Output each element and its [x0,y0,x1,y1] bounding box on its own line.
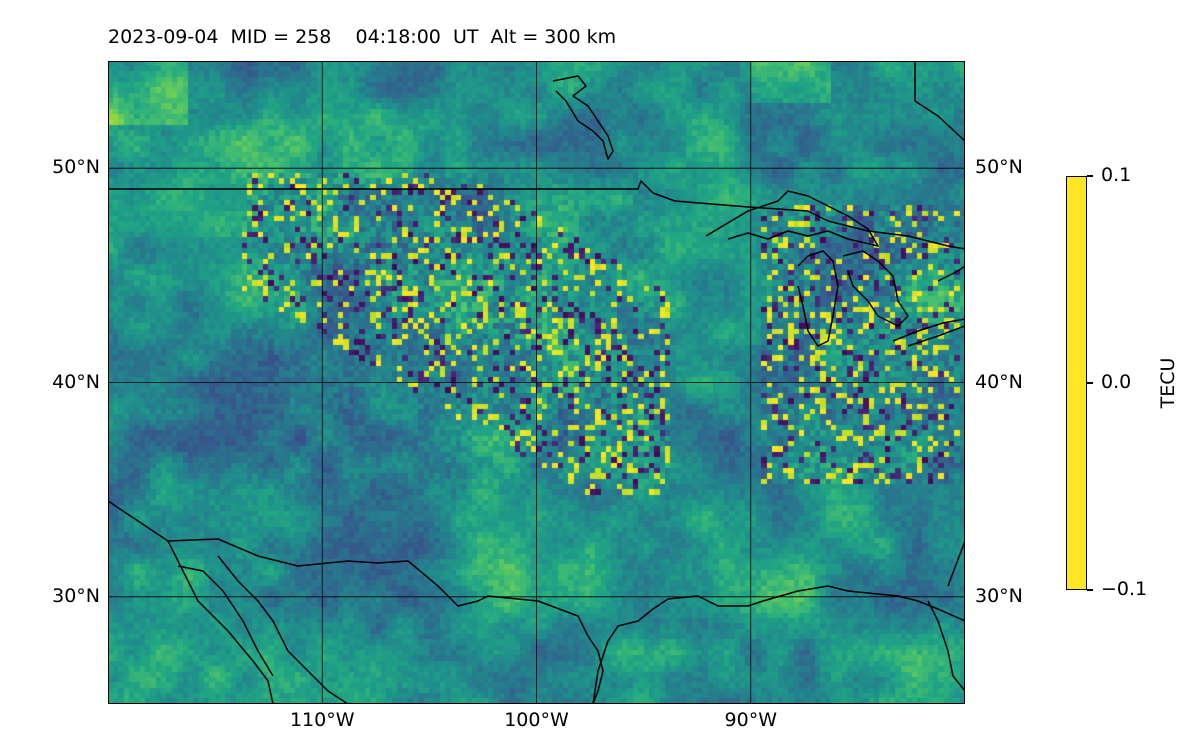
lon-label-100w: 100°W [504,709,569,731]
lake-superior [705,190,879,247]
lon-label-110w: 110°W [289,709,355,731]
coastline-florida [927,600,965,692]
lat-label-right-30: 30°N [975,584,1023,607]
lat-label-left-30: 30°N [52,584,100,607]
border-us-mexico [108,500,604,704]
coastline-hudson [552,75,614,160]
lake-erie [892,318,965,347]
lat-label-right-40: 40°N [975,370,1023,393]
colorbar [1066,176,1087,590]
coastlines [108,61,965,704]
gridlines [108,61,965,704]
map-panel[interactable] [108,61,965,704]
colorbar-label-zero: 0.0 [1101,371,1132,393]
colorbar-title: TECU [1157,357,1179,409]
lat-label-left-50: 50°N [52,156,100,179]
colorbar-tick-neg0.1 [1087,589,1093,591]
coastline-mexico-west [177,565,274,677]
coastline-northeast [914,61,965,142]
lake-huron [842,250,909,327]
lake-michigan [797,250,839,347]
coastline-gulf [592,585,965,704]
map-overlay [108,61,965,704]
coastline-atlantic [947,540,965,587]
colorbar-tick-0.1 [1087,175,1093,177]
coastline-gulf-california [217,555,349,704]
lake-ontario [937,265,965,282]
lon-label-90w: 90°W [724,709,777,731]
lat-label-right-50: 50°N [975,156,1023,179]
border-us-canada [108,180,965,250]
colorbar-label-max: 0.1 [1101,164,1132,186]
lat-label-left-40: 40°N [52,370,100,393]
map-title: 2023-09-04 MID = 258 04:18:00 UT Alt = 3… [108,26,617,48]
coastline-baja [167,540,274,704]
colorbar-label-min: −0.1 [1101,578,1148,600]
colorbar-tick-0.0 [1087,382,1093,384]
